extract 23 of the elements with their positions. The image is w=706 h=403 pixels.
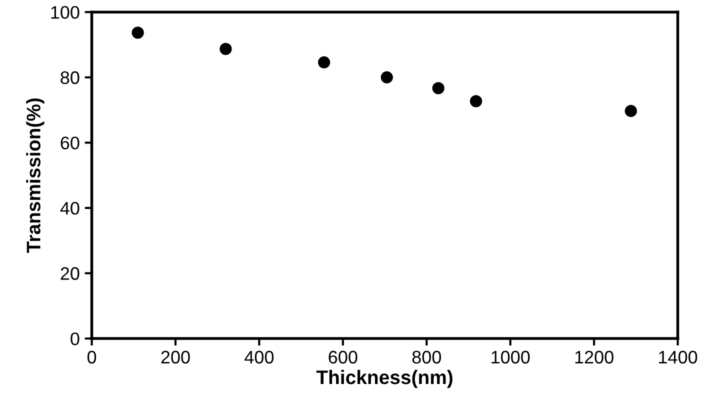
point	[380, 71, 393, 84]
point	[132, 26, 144, 39]
y-tick-label: 40	[60, 202, 80, 215]
point	[624, 104, 637, 118]
x-tick-label: 1400	[659, 350, 698, 364]
x-tick-label: 1000	[492, 350, 530, 364]
x-tick-label: 200	[161, 350, 190, 364]
y-tick-label: 0	[70, 332, 80, 346]
point	[318, 56, 330, 68]
x-tick-label: 0	[87, 350, 96, 364]
y-tick-label: 80	[60, 71, 80, 84]
y-axis-title: Transmission(%)	[26, 98, 44, 253]
x-tick-label: 600	[328, 350, 358, 364]
x-tick-label: 800	[412, 350, 441, 364]
point	[470, 95, 482, 108]
point	[432, 82, 444, 94]
y-tick-label: 20	[60, 267, 80, 280]
y-tick-label: 60	[60, 136, 80, 150]
x-tick-label: 400	[244, 350, 274, 364]
point	[220, 42, 232, 56]
x-tick-label: 1200	[575, 350, 614, 364]
x-axis-title: Thickness(nm)	[316, 370, 452, 388]
y-tick-label: 100	[51, 6, 80, 19]
